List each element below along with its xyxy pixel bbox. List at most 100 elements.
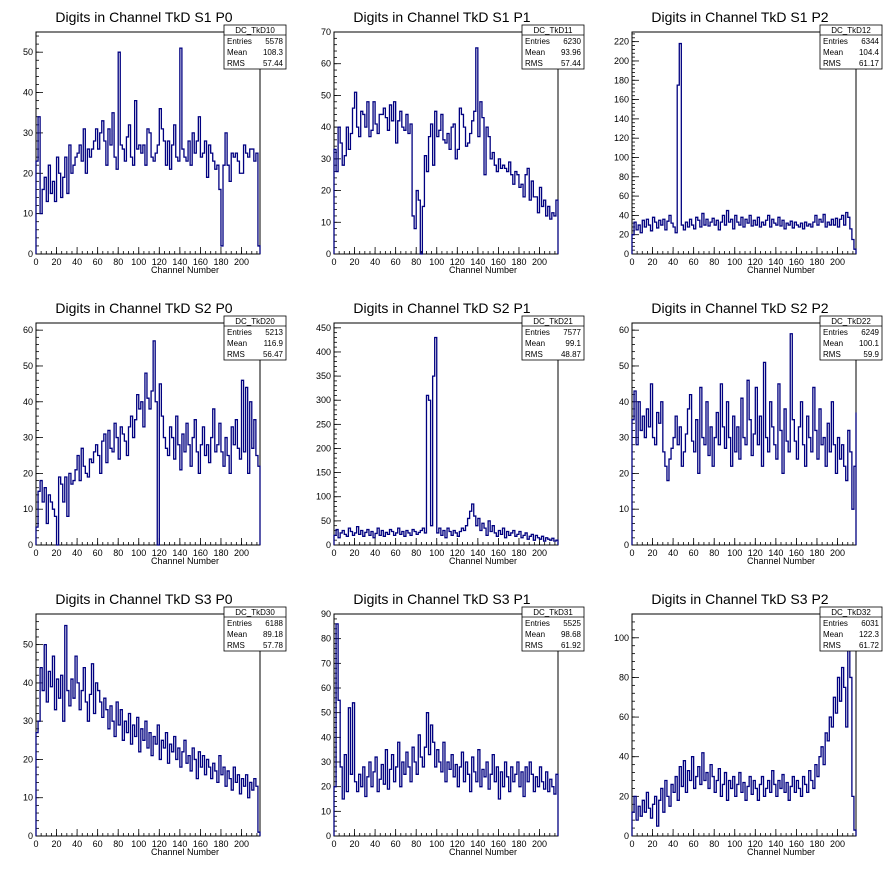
histogram-svg: Digits in Channel TkD S2 P10501001502002… <box>316 300 585 566</box>
x-tick-label: 20 <box>350 257 360 267</box>
x-tick-label: 80 <box>709 839 719 849</box>
x-tick-label: 180 <box>213 839 228 849</box>
stats-label: Entries <box>227 37 252 46</box>
stats-value: 122.3 <box>859 630 880 639</box>
stats-name: DC_TkD11 <box>534 26 574 35</box>
y-tick-label: 60 <box>321 683 331 693</box>
y-tick-label: 20 <box>321 782 331 792</box>
stats-value: 93.96 <box>561 48 582 57</box>
stats-value: 98.68 <box>561 630 582 639</box>
y-tick-label: 100 <box>614 633 629 643</box>
x-tick-label: 140 <box>768 839 783 849</box>
x-axis-title: Channel Number <box>449 556 517 566</box>
x-tick-label: 40 <box>72 257 82 267</box>
x-tick-label: 100 <box>131 257 146 267</box>
histogram-panel: Digits in Channel TkD S2 P2 0 10 20 30 40 50 60… <box>596 291 894 582</box>
plot-frame <box>35 322 261 546</box>
x-axis-title: Channel Number <box>747 847 815 857</box>
histogram-svg: Digits in Channel TkD S2 P2 0 10 20 30 40 50 60… <box>619 300 883 566</box>
y-tick-label: 40 <box>619 210 629 220</box>
y-tick-label: 160 <box>614 95 629 105</box>
stats-box: DC_TkD21 Entries 7577 Mean 99.1 RMS 48.87 <box>521 315 585 361</box>
histogram-panel: Digits in Channel TkD S1 P1 0 10 20 30 40 50 60… <box>298 0 596 291</box>
x-tick-label: 40 <box>72 548 82 558</box>
stats-value: 57.44 <box>263 59 284 68</box>
x-tick-label: 40 <box>370 257 380 267</box>
y-tick-label: 50 <box>23 47 33 57</box>
x-tick-label: 180 <box>809 548 824 558</box>
y-tick-label: 70 <box>321 658 331 668</box>
x-tick-label: 40 <box>668 548 678 558</box>
stats-box: DC_TkD30 Entries 6188 Mean 89.18 RMS 57.78 <box>223 606 287 652</box>
y-tick-label: 150 <box>316 468 331 478</box>
x-tick-label: 160 <box>491 839 506 849</box>
chart-title: Digits in Channel TkD S1 P1 <box>353 9 530 25</box>
stats-label: RMS <box>823 59 841 68</box>
x-tick-label: 60 <box>391 839 401 849</box>
stats-value: 6031 <box>861 619 879 628</box>
x-tick-label: 20 <box>52 257 62 267</box>
x-tick-label: 200 <box>234 257 249 267</box>
x-tick-label: 120 <box>450 257 465 267</box>
histogram-series <box>333 336 559 545</box>
x-tick-label: 120 <box>748 548 763 558</box>
y-tick-label: 50 <box>619 361 629 371</box>
x-tick-label: 100 <box>429 839 444 849</box>
y-tick-label: 0 <box>326 249 331 259</box>
stats-label: RMS <box>823 350 841 359</box>
x-tick-label: 200 <box>830 548 845 558</box>
x-tick-label: 160 <box>193 257 208 267</box>
stats-label: Mean <box>525 630 545 639</box>
x-tick-label: 100 <box>429 257 444 267</box>
y-tick-label: 10 <box>23 793 33 803</box>
chart-title: Digits in Channel TkD S3 P1 <box>353 591 530 607</box>
stats-label: Entries <box>525 619 550 628</box>
x-axis-title: Channel Number <box>449 847 517 857</box>
y-tick-label: 50 <box>321 516 331 526</box>
y-tick-label: 80 <box>619 672 629 682</box>
x-tick-label: 140 <box>470 548 485 558</box>
x-tick-label: 180 <box>511 548 526 558</box>
x-tick-label: 40 <box>668 839 678 849</box>
stats-label: Mean <box>823 630 843 639</box>
x-tick-label: 60 <box>689 839 699 849</box>
x-tick-label: 200 <box>830 839 845 849</box>
stats-value: 104.4 <box>859 48 880 57</box>
x-tick-label: 180 <box>809 257 824 267</box>
x-tick-label: 160 <box>193 839 208 849</box>
y-tick-label: 20 <box>321 186 331 196</box>
y-tick-label: 10 <box>321 806 331 816</box>
stats-label: Mean <box>227 48 247 57</box>
x-tick-label: 200 <box>234 839 249 849</box>
x-tick-label: 60 <box>391 257 401 267</box>
y-tick-label: 30 <box>619 433 629 443</box>
x-tick-label: 140 <box>172 257 187 267</box>
y-tick-label: 200 <box>614 56 629 66</box>
histogram-panel: Digits in Channel TkD S1 P2 0 20 40 60 80 100 1… <box>596 0 894 291</box>
chart-title: Digits in Channel TkD S1 P0 <box>55 9 232 25</box>
x-axis-title: Channel Number <box>747 265 815 275</box>
stats-label: Mean <box>227 630 247 639</box>
y-tick-label: 100 <box>614 152 629 162</box>
y-tick-label: 0 <box>624 831 629 841</box>
x-tick-label: 20 <box>350 839 360 849</box>
histogram-svg: Digits in Channel TkD S3 P2 0 20 40 60 80 100 0… <box>614 591 883 857</box>
x-tick-label: 120 <box>748 839 763 849</box>
x-tick-label: 20 <box>648 257 658 267</box>
stats-box-frame <box>223 606 287 652</box>
x-tick-label: 200 <box>532 839 547 849</box>
stats-label: Mean <box>823 339 843 348</box>
stats-box: DC_TkD10 Entries 5578 Mean 108.3 RMS 57.44 <box>223 24 287 70</box>
x-tick-label: 120 <box>748 257 763 267</box>
histogram-svg: Digits in Channel TkD S3 P1 0 10 20 30 40 50 60… <box>321 591 585 857</box>
y-tick-label: 200 <box>316 443 331 453</box>
x-tick-label: 80 <box>709 257 719 267</box>
stats-label: RMS <box>525 641 543 650</box>
y-tick-label: 220 <box>614 37 629 47</box>
x-tick-label: 200 <box>532 257 547 267</box>
stats-name: DC_TkD21 <box>533 317 573 326</box>
y-tick-label: 90 <box>321 609 331 619</box>
x-tick-label: 60 <box>391 548 401 558</box>
stats-value: 57.44 <box>561 59 582 68</box>
stats-label: Entries <box>227 619 252 628</box>
